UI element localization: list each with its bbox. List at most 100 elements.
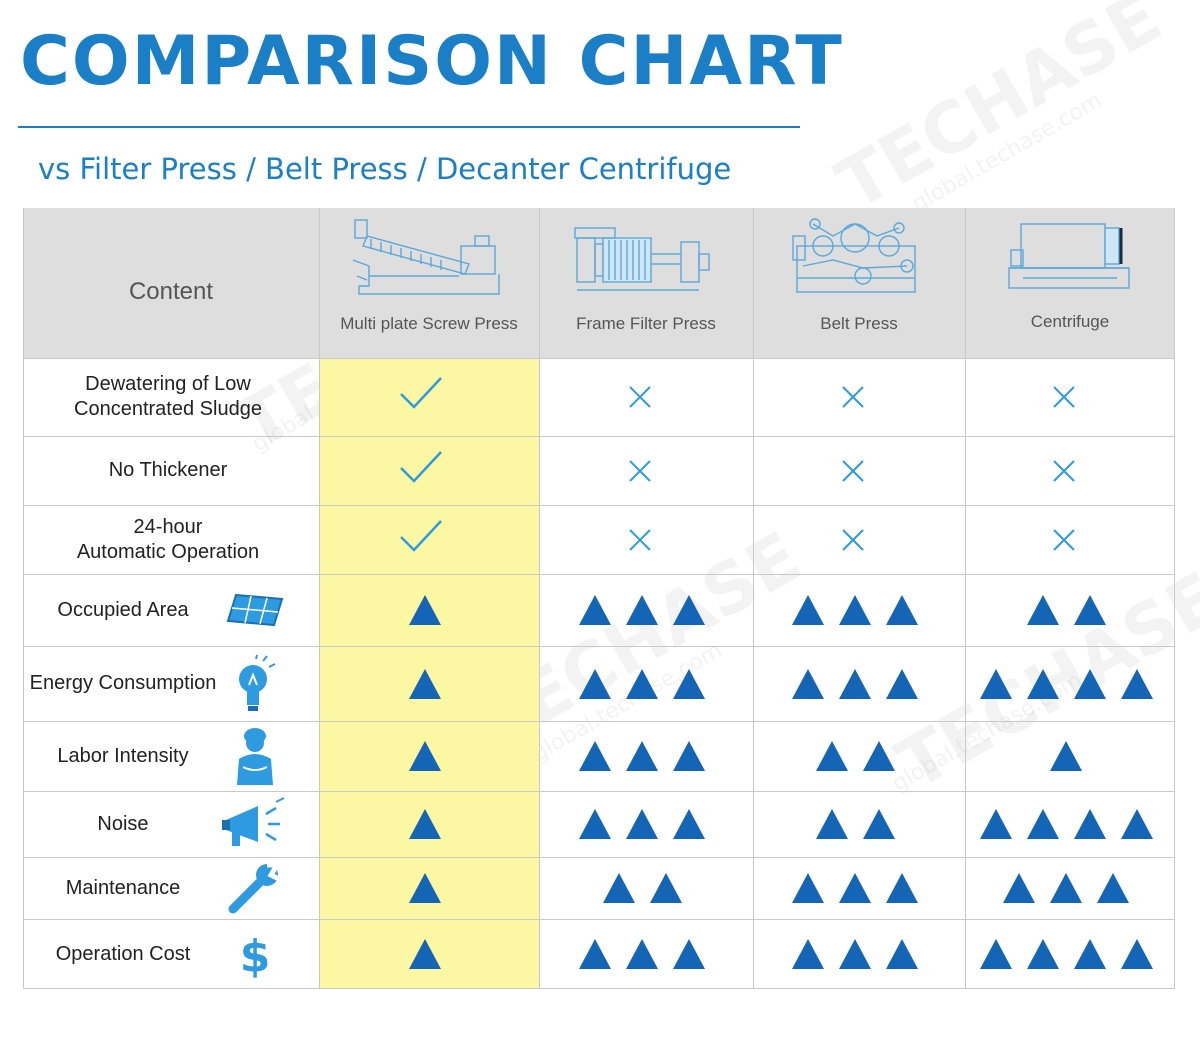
column-divider xyxy=(965,208,966,989)
rating-triangle xyxy=(815,809,848,839)
rating-triangle xyxy=(626,668,658,699)
cross-icon xyxy=(629,528,651,551)
row-divider xyxy=(23,919,1175,920)
rating-triangle xyxy=(579,741,611,771)
rating-triangle xyxy=(673,668,705,699)
cross-icon xyxy=(1053,528,1075,551)
cross-icon xyxy=(1053,459,1075,482)
megaphone-icon xyxy=(222,797,288,855)
row-label: Operation Cost xyxy=(23,942,223,967)
rating-triangle xyxy=(1120,809,1153,839)
row-label: 24-hour Automatic Operation xyxy=(27,515,309,565)
rating-triangle xyxy=(1050,741,1082,771)
rating-triangle xyxy=(409,809,441,839)
cross-icon xyxy=(842,459,864,482)
rating-triangle xyxy=(886,595,918,625)
rating-triangle xyxy=(1120,668,1153,699)
rating-triangle xyxy=(1026,595,1059,625)
row-label-line: Operation Cost xyxy=(55,942,191,965)
rating-triangle xyxy=(409,873,441,903)
row-divider xyxy=(23,857,1175,858)
corner-label: Content xyxy=(128,278,214,305)
rating-triangle xyxy=(602,873,635,903)
filter-press-illustration xyxy=(573,224,713,299)
rating-triangle xyxy=(815,741,848,771)
row-label-line: Automatic Operation xyxy=(76,540,260,563)
column-divider xyxy=(23,208,24,989)
check-icon xyxy=(400,519,442,552)
row-label-line: Dewatering of Low xyxy=(85,373,251,395)
rating-triangle xyxy=(839,668,871,699)
page-subtitle: vs Filter Press / Belt Press / Decanter … xyxy=(38,152,732,186)
row-divider xyxy=(23,646,1175,647)
row-label: Maintenance xyxy=(23,876,223,901)
column-divider xyxy=(1174,208,1175,989)
belt-press-illustration xyxy=(792,216,919,303)
centrifuge-illustration xyxy=(1008,222,1133,299)
rating-triangle xyxy=(409,595,441,625)
comparison-table: Content xyxy=(23,208,1175,989)
check-icon xyxy=(400,450,442,483)
wrench-icon xyxy=(227,862,283,918)
row-label-line: Concentrated Sludge xyxy=(74,398,262,420)
column-divider xyxy=(753,208,754,989)
rating-triangle xyxy=(792,873,824,903)
row-label: Labor Intensity xyxy=(23,744,223,769)
column-header-screw-press: Multi plate Screw Press xyxy=(340,314,518,333)
rating-triangle xyxy=(1097,873,1129,903)
svg-text:$: $ xyxy=(240,931,271,982)
rating-triangle xyxy=(979,939,1012,969)
table-header-background xyxy=(23,208,1175,358)
rating-triangle xyxy=(979,668,1012,699)
dollar-icon: $ xyxy=(238,929,272,984)
row-label-line: No Thickener xyxy=(108,459,228,481)
rating-triangle xyxy=(862,809,895,839)
row-label-line: Energy Consumption xyxy=(29,672,217,694)
rating-triangle xyxy=(673,939,705,969)
row-label: Dewatering of Low Concentrated Sludge xyxy=(27,372,309,422)
column-header-belt-press: Belt Press xyxy=(820,314,898,333)
row-divider xyxy=(23,436,1175,437)
row-label-line: Labor Intensity xyxy=(57,744,189,767)
worker-icon xyxy=(235,727,275,790)
rating-triangle xyxy=(649,873,682,903)
row-label: Noise xyxy=(23,812,223,837)
cross-icon xyxy=(842,386,864,408)
row-divider xyxy=(23,505,1175,506)
rating-triangle xyxy=(579,809,611,839)
rating-triangle xyxy=(409,668,441,699)
rating-triangle xyxy=(979,809,1012,839)
cross-icon xyxy=(629,459,651,482)
rating-triangle xyxy=(409,741,441,771)
rating-triangle xyxy=(1026,809,1059,839)
check-icon xyxy=(400,377,442,409)
solar-panel-icon xyxy=(226,593,284,632)
rating-triangle xyxy=(792,939,824,969)
page-title: COMPARISON CHART xyxy=(20,22,844,101)
row-label: No Thickener xyxy=(27,458,309,483)
rating-triangle xyxy=(626,595,658,625)
row-divider xyxy=(23,721,1175,722)
light-bulb-icon xyxy=(233,654,277,718)
rating-triangle xyxy=(626,939,658,969)
column-header-centrifuge: Centrifuge xyxy=(1030,312,1110,331)
row-divider xyxy=(23,988,1175,989)
column-header-filter-press: Frame Filter Press xyxy=(576,314,716,333)
column-divider xyxy=(319,208,320,989)
rating-triangle xyxy=(839,595,871,625)
rating-triangle xyxy=(1003,873,1035,903)
rating-triangle xyxy=(792,595,824,625)
cross-icon xyxy=(1053,386,1075,408)
rating-triangle xyxy=(626,809,658,839)
row-label-line: Noise xyxy=(97,812,149,835)
screw-press-illustration xyxy=(349,216,513,307)
row-divider xyxy=(23,574,1175,575)
row-label: Energy Consumption xyxy=(23,671,223,696)
rating-triangle xyxy=(1120,939,1153,969)
rating-triangle xyxy=(886,668,918,699)
title-underline xyxy=(18,126,800,128)
cross-icon xyxy=(842,528,864,551)
rating-triangle xyxy=(792,668,824,699)
rating-triangle xyxy=(579,595,611,625)
row-label-line: 24-hour xyxy=(133,515,203,538)
